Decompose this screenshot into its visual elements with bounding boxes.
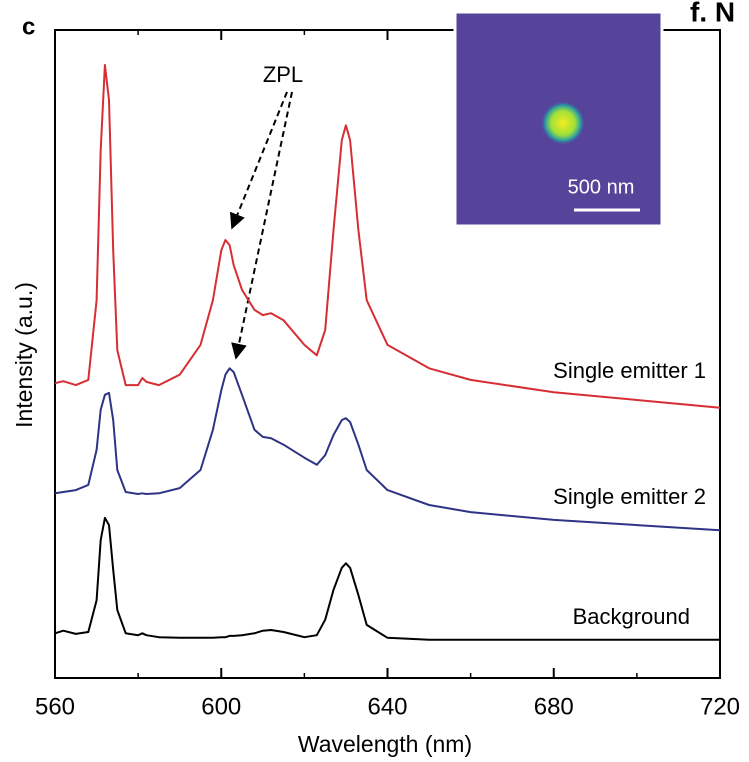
y-axis-title: Intensity (a.u.)	[11, 282, 37, 428]
inset: 500 nm	[455, 12, 662, 226]
series-label: Background	[573, 604, 690, 629]
x-tick-label: 600	[201, 693, 241, 720]
emitter-spot	[541, 101, 585, 145]
x-tick-label: 560	[35, 693, 75, 720]
scale-label: 500 nm	[568, 176, 635, 198]
x-tick-label: 640	[367, 693, 407, 720]
series-label: Single emitter 1	[553, 358, 706, 383]
x-tick-label: 720	[700, 693, 740, 720]
chart: f. N c ZPL 560 600 640 680 720 Single emitter…	[0, 0, 749, 762]
arrow	[232, 92, 287, 228]
series-label: Single emitter 2	[553, 484, 706, 509]
arrow	[236, 92, 292, 358]
clipped-panel-label: f. N	[690, 0, 735, 27]
annotation: ZPL	[263, 62, 303, 87]
panel-label: c	[22, 13, 35, 40]
x-tick-label: 680	[534, 693, 574, 720]
x-axis-title: Wavelength (nm)	[298, 731, 472, 757]
